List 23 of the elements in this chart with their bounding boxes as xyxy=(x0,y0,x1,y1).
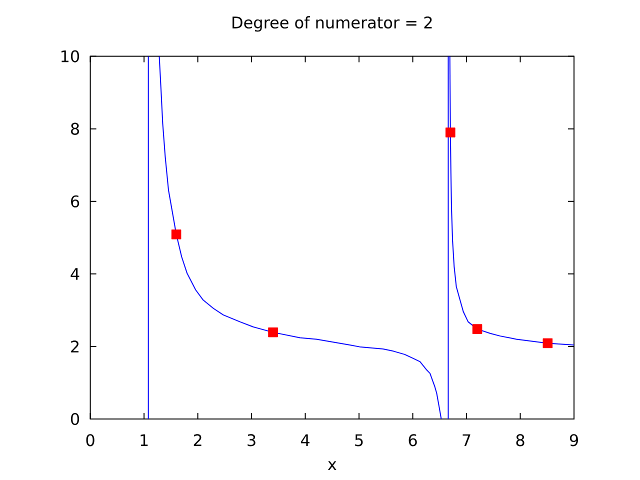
x-axis-title: x xyxy=(328,461,336,470)
point xyxy=(542,338,553,348)
x-tick-label: 6 xyxy=(408,434,417,446)
x-tick-label: 4 xyxy=(300,434,310,446)
x-tick-label: 9 xyxy=(570,434,578,446)
y-tick-label: 2 xyxy=(71,340,78,352)
y-tick-label: 4 xyxy=(70,268,80,280)
x-tick-label: 7 xyxy=(462,434,470,446)
x-tick-label: 5 xyxy=(355,434,363,446)
x-tick-label: 2 xyxy=(194,434,202,446)
y-tick-label: 0 xyxy=(70,412,80,426)
point xyxy=(472,324,482,334)
point xyxy=(171,229,182,240)
point xyxy=(445,128,456,138)
x-tick-label: 8 xyxy=(516,434,524,446)
x-tick-label: 3 xyxy=(248,434,256,446)
x-tick-label: 0 xyxy=(86,434,94,446)
y-tick-label: 6 xyxy=(71,195,80,208)
x-tick-label: 1 xyxy=(140,434,148,446)
chart-title: Degree of numerator = 2 xyxy=(232,16,432,32)
y-tick-label: 10 xyxy=(62,50,80,62)
y-tick-label: 8 xyxy=(71,122,80,135)
point xyxy=(268,327,278,338)
